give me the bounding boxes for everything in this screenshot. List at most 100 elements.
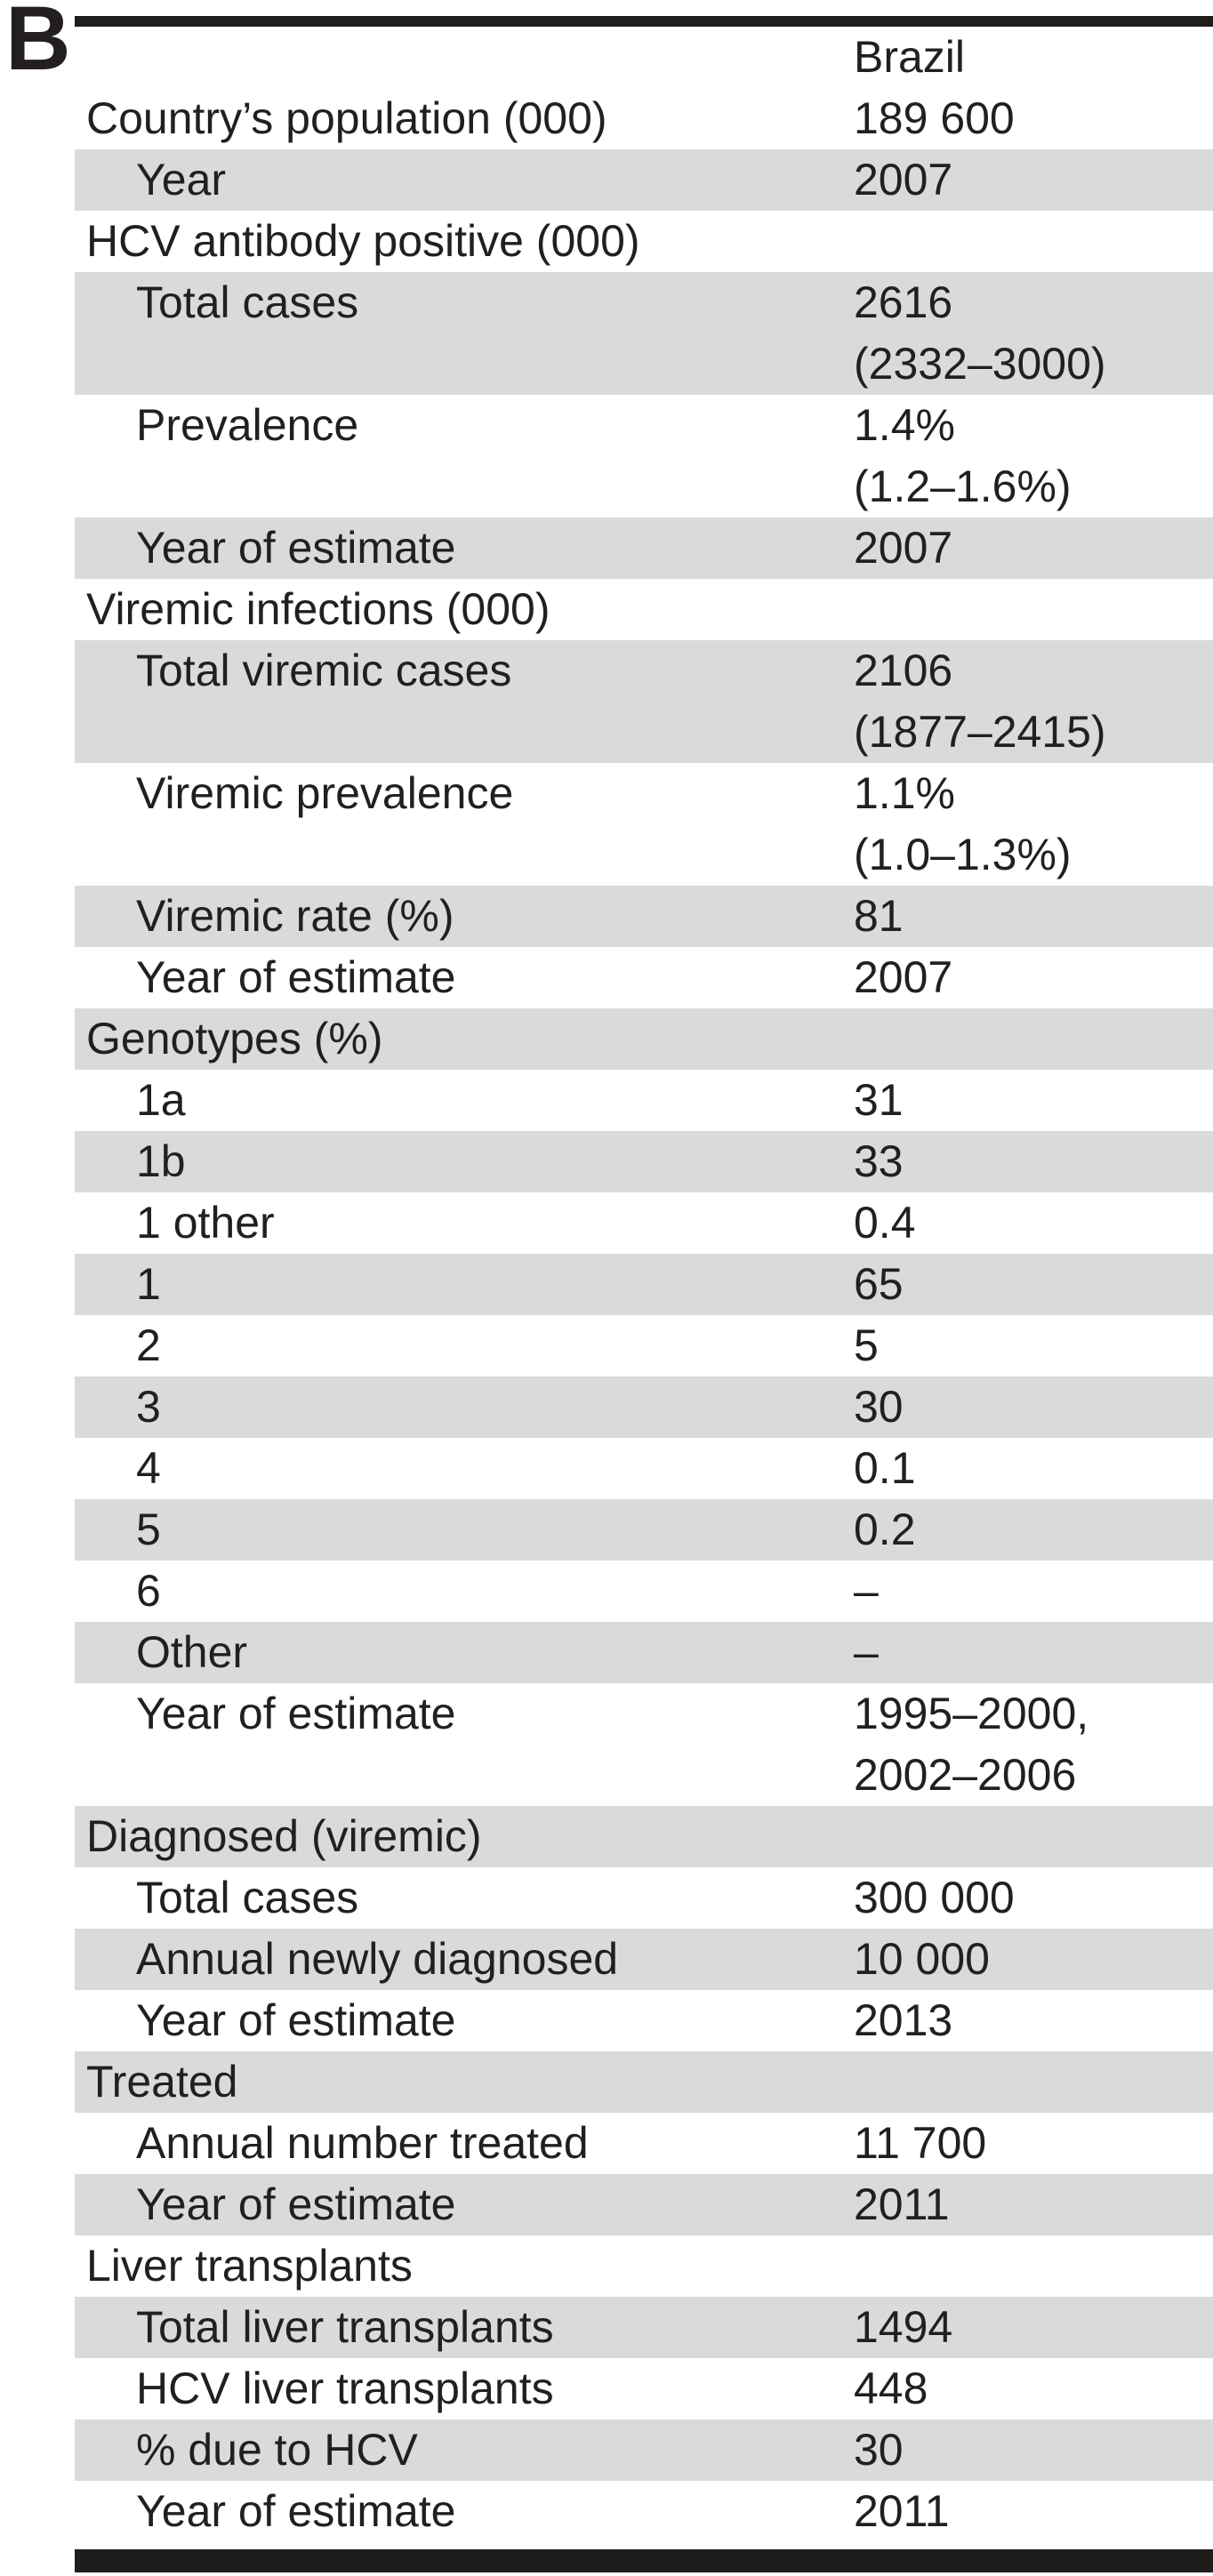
table-row: Viremic infections (000) <box>75 579 1213 640</box>
table-row: HCV liver transplants 448 <box>75 2358 1213 2420</box>
row-value-line-1: 2007 <box>854 155 953 205</box>
row-label: Year of estimate <box>136 523 456 573</box>
row-value: 10 000 <box>854 1929 990 1990</box>
table-row: Total viremic cases 2106 (1877–2415) <box>75 640 1213 763</box>
row-value: 1.1% (1.0–1.3%) <box>854 763 1072 886</box>
row-value: 65 <box>854 1254 904 1315</box>
row-label: Year of estimate <box>136 2486 456 2536</box>
row-value: 2011 <box>854 2174 950 2235</box>
table-row: Genotypes (%) <box>75 1008 1213 1070</box>
table-row: 4 0.1 <box>75 1438 1213 1499</box>
row-value: 2013 <box>854 1990 952 2051</box>
row-value-line-1: 0.2 <box>854 1505 916 1554</box>
row-value-line-2: (1.2–1.6%) <box>854 461 1072 511</box>
row-label: 1b <box>136 1136 186 1186</box>
data-table: Brazil Country’s population (000) 189 600… <box>75 16 1213 2542</box>
table-header-row: Brazil <box>75 27 1213 88</box>
row-value: 189 600 <box>854 88 1015 149</box>
table-row: Diagnosed (viremic) <box>75 1806 1213 1867</box>
table-row: 3 30 <box>75 1376 1213 1438</box>
table-row: 1 other 0.4 <box>75 1192 1213 1254</box>
row-value-line-1: 2013 <box>854 1995 953 2045</box>
table-row: Total cases 2616 (2332–3000) <box>75 272 1213 395</box>
table-row: Viremic rate (%) 81 <box>75 886 1213 947</box>
table-row: Year of estimate 2007 <box>75 518 1213 579</box>
table-row: 1a 31 <box>75 1070 1213 1131</box>
row-label: Year of estimate <box>136 1689 456 1738</box>
table-row: Total cases 300 000 <box>75 1867 1213 1929</box>
row-label: Total liver transplants <box>136 2302 554 2352</box>
row-label: Annual number treated <box>136 2118 589 2168</box>
row-value-line-1: 2007 <box>854 952 953 1002</box>
table-row: Annual number treated 11 700 <box>75 2113 1213 2174</box>
row-value-line-1: 33 <box>854 1136 904 1186</box>
table-row: Annual newly diagnosed 10 000 <box>75 1929 1213 1990</box>
row-label: Diagnosed (viremic) <box>86 1811 482 1861</box>
row-value: 0.2 <box>854 1499 916 1561</box>
row-value-line-2: (1877–2415) <box>854 707 1106 757</box>
row-value: – <box>854 1622 879 1683</box>
table-top-rule <box>75 16 1213 27</box>
row-value: 1995–2000, 2002–2006 <box>854 1683 1088 1806</box>
row-label: Year of estimate <box>136 1995 456 2045</box>
table-row: Prevalence 1.4% (1.2–1.6%) <box>75 395 1213 518</box>
table-row: Liver transplants <box>75 2235 1213 2297</box>
row-label: Total viremic cases <box>136 646 512 695</box>
row-value-line-1: – <box>854 1627 879 1677</box>
row-value: 0.4 <box>854 1192 916 1254</box>
row-value: 2007 <box>854 149 952 211</box>
row-value-line-1: 300 000 <box>854 1873 1015 1922</box>
row-label: Viremic prevalence <box>136 768 514 818</box>
row-value: 0.1 <box>854 1438 916 1499</box>
table-row: Total liver transplants 1494 <box>75 2297 1213 2358</box>
row-label: Treated <box>86 2057 238 2107</box>
table-bottom-rule <box>75 2549 1213 2572</box>
row-label: Year of estimate <box>136 2179 456 2229</box>
row-value: 2616 (2332–3000) <box>854 272 1106 395</box>
row-label: Total cases <box>136 277 359 327</box>
table-row: % due to HCV 30 <box>75 2420 1213 2481</box>
table-row: 5 0.2 <box>75 1499 1213 1561</box>
table-rows: Country’s population (000) 189 600 Year 200… <box>75 88 1213 2542</box>
row-value-line-1: 189 600 <box>854 93 1015 143</box>
row-value: 30 <box>854 1376 904 1438</box>
row-value: 2007 <box>854 947 952 1008</box>
row-label: 2 <box>136 1320 161 1370</box>
row-value-line-1: 2011 <box>854 2486 950 2536</box>
row-value-line-1: 448 <box>854 2363 928 2413</box>
row-label: 6 <box>136 1566 161 1616</box>
row-value: 448 <box>854 2358 928 2420</box>
row-value-line-1: 2007 <box>854 523 953 573</box>
table-row: Other – <box>75 1622 1213 1683</box>
row-label: 1a <box>136 1075 186 1125</box>
row-label: Year of estimate <box>136 952 456 1002</box>
row-label: HCV liver transplants <box>136 2363 554 2413</box>
row-label: 5 <box>136 1505 161 1554</box>
row-value-line-1: 5 <box>854 1320 879 1370</box>
row-label: 1 other <box>136 1198 275 1248</box>
row-value: 300 000 <box>854 1867 1015 1929</box>
row-value-line-1: 10 000 <box>854 1934 990 1984</box>
row-value-line-1: 0.4 <box>854 1198 916 1248</box>
row-label: Genotypes (%) <box>86 1014 383 1063</box>
row-value: 2007 <box>854 518 952 579</box>
row-value-line-1: 2011 <box>854 2179 950 2229</box>
row-label: Viremic infections (000) <box>86 584 550 634</box>
table-row: Year of estimate 2011 <box>75 2174 1213 2235</box>
row-value-line-1: 1995–2000, <box>854 1689 1089 1738</box>
row-label: Year <box>136 155 227 205</box>
row-value-line-1: 30 <box>854 2425 904 2475</box>
table-row: Viremic prevalence 1.1% (1.0–1.3%) <box>75 763 1213 886</box>
row-value-line-2: 2002–2006 <box>854 1750 1077 1800</box>
row-value: 11 700 <box>854 2113 986 2174</box>
row-value-line-1: 81 <box>854 891 904 941</box>
table-row: HCV antibody positive (000) <box>75 211 1213 272</box>
row-value-line-1: 1.4% <box>854 400 955 450</box>
row-value-line-1: 11 700 <box>854 2118 987 2168</box>
table-row: Country’s population (000) 189 600 <box>75 88 1213 149</box>
row-value-line-2: (2332–3000) <box>854 339 1106 389</box>
row-label: % due to HCV <box>136 2425 418 2475</box>
row-value: 33 <box>854 1131 904 1192</box>
table-row: Year of estimate 2013 <box>75 1990 1213 2051</box>
